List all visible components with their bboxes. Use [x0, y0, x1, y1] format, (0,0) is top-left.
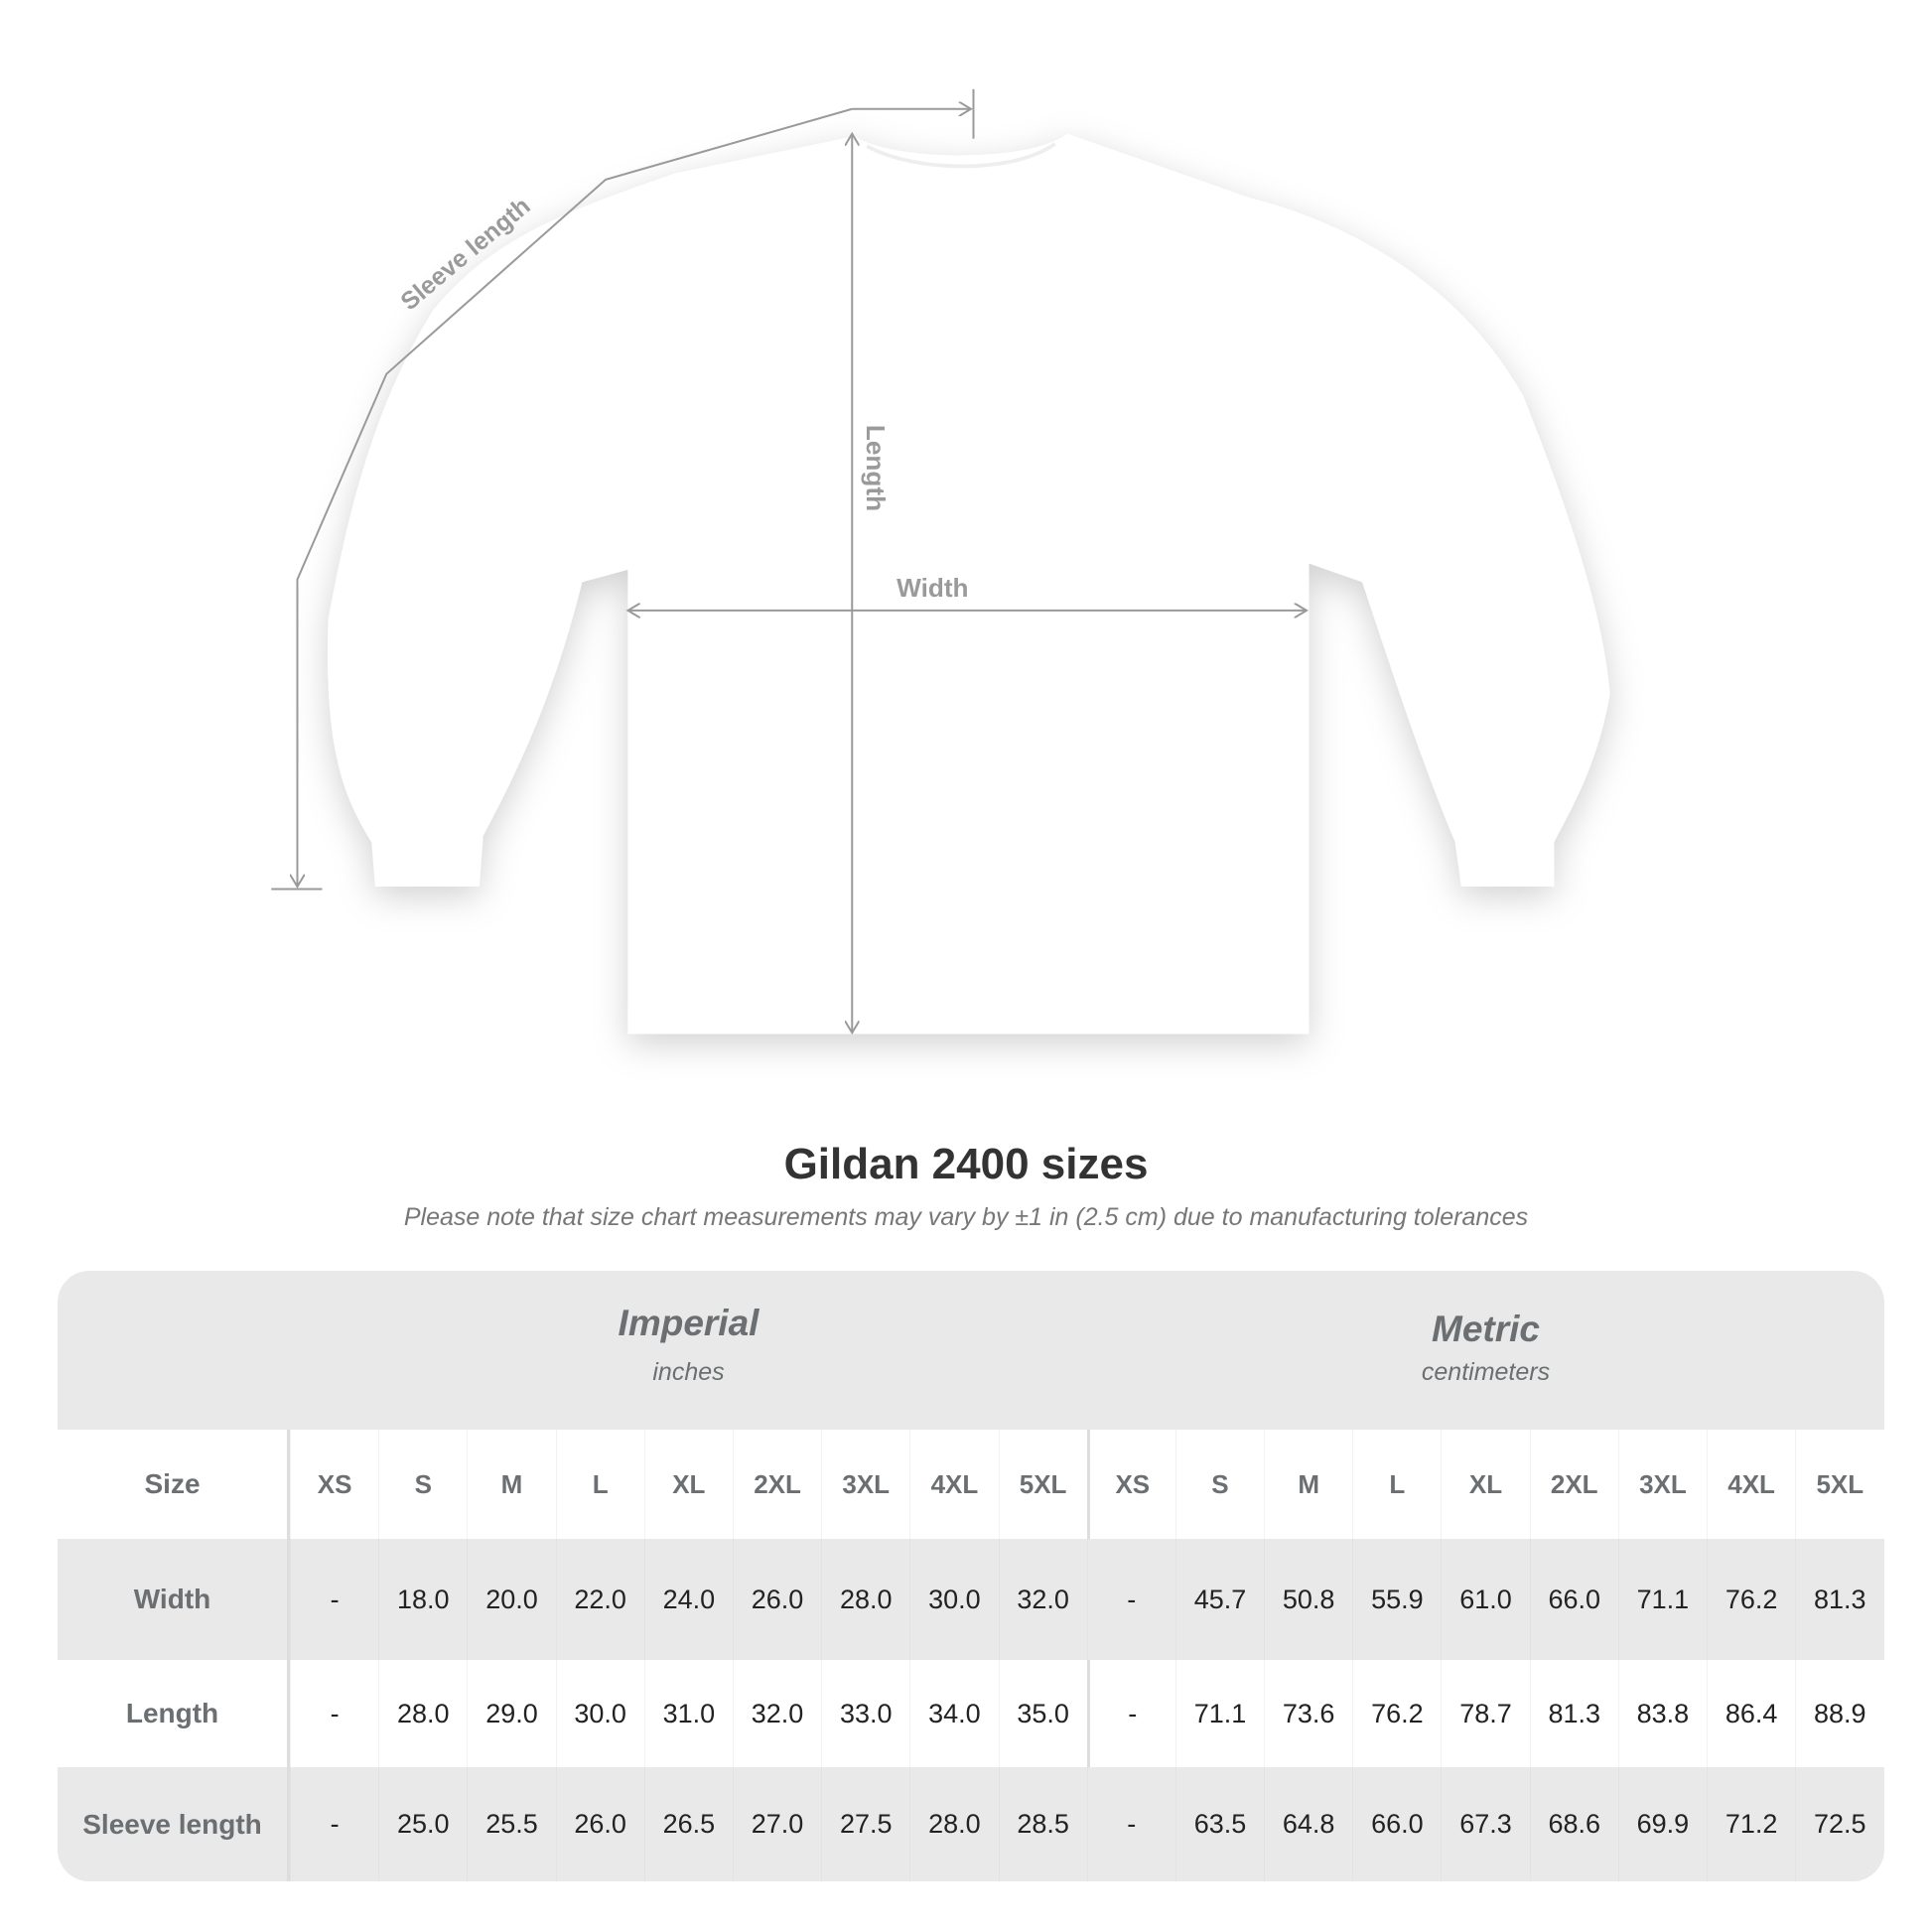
value-cell: 67.3	[1441, 1767, 1529, 1881]
table-row: Width -18.0 20.0 22.0 24.0 26.0 28.0 30.0 32.0-4…	[58, 1539, 1884, 1660]
value-cell: 22.0	[555, 1539, 644, 1660]
size-header-cell: L	[555, 1430, 644, 1539]
length-label: Length	[861, 425, 891, 511]
value-cell: 50.8	[1264, 1539, 1352, 1660]
value-cell: 64.8	[1264, 1767, 1352, 1881]
row-label: Size	[58, 1430, 290, 1539]
group-name: Imperial	[618, 1303, 759, 1343]
value-cell: 73.6	[1264, 1660, 1352, 1767]
size-header-cell: 3XL	[821, 1430, 909, 1539]
value-cell: 63.5	[1174, 1767, 1264, 1881]
size-header-cell: S	[378, 1430, 467, 1539]
value-cell: 27.5	[821, 1767, 909, 1881]
value-cell: 76.2	[1352, 1660, 1441, 1767]
tolerance-note: Please note that size chart measurements…	[403, 1203, 1529, 1231]
shirt-illustration: Sleeve length Length Width	[271, 88, 1610, 1362]
value-cell: 69.9	[1617, 1767, 1707, 1881]
value-cell: 61.0	[1441, 1539, 1529, 1660]
value-cell: 76.2	[1707, 1539, 1795, 1660]
value-cell: 78.7	[1441, 1660, 1529, 1767]
size-header-cell: 4XL	[909, 1430, 998, 1539]
value-cell: 26.5	[643, 1767, 733, 1881]
value-cell: 28.0	[909, 1767, 998, 1881]
size-header-cell: S	[1174, 1430, 1264, 1539]
table-row: Length -28.0 29.0 30.0 31.0 32.0 33.0 34.0 35.0-…	[58, 1660, 1884, 1767]
row-label: Sleeve length	[58, 1767, 290, 1881]
size-header-cell: 5XL	[998, 1430, 1087, 1539]
value-cell: 71.1	[1174, 1660, 1264, 1767]
value-cell: 66.0	[1352, 1767, 1441, 1881]
shirt	[328, 133, 1610, 1035]
size-table: Imperial inches Metric centimeters Size X…	[58, 1271, 1884, 1881]
size-header-cell: L	[1352, 1430, 1441, 1539]
page-title: Gildan 2400 sizes	[783, 1140, 1149, 1188]
value-cell: 24.0	[643, 1539, 733, 1660]
value-cell: -	[1086, 1539, 1175, 1660]
value-cell: 34.0	[909, 1660, 998, 1767]
value-cell: 86.4	[1707, 1660, 1795, 1767]
value-cell: 81.3	[1529, 1660, 1618, 1767]
size-header-cell: XS	[290, 1430, 378, 1539]
size-header-cell: XL	[643, 1430, 733, 1539]
value-cell: 28.5	[998, 1767, 1087, 1881]
group-name: Metric	[1432, 1309, 1540, 1349]
value-cell: -	[290, 1539, 378, 1660]
size-header-cell: 2XL	[732, 1430, 821, 1539]
sleeve-measure	[271, 88, 975, 891]
size-header-cell: M	[1264, 1430, 1352, 1539]
value-cell: 88.9	[1795, 1660, 1883, 1767]
group-imperial: Imperial inches	[290, 1303, 1087, 1387]
size-header-cell: 3XL	[1617, 1430, 1707, 1539]
table-row: Sleeve length -25.0 25.5 26.0 26.5 27.0 27.5 28…	[58, 1767, 1884, 1881]
width-label: Width	[897, 573, 968, 603]
value-cell: 71.2	[1707, 1767, 1795, 1881]
value-cell: 28.0	[378, 1660, 467, 1767]
value-cell: 81.3	[1795, 1539, 1883, 1660]
value-cell: 55.9	[1352, 1539, 1441, 1660]
value-cell: 18.0	[378, 1539, 467, 1660]
group-metric: Metric centimeters	[1087, 1309, 1884, 1387]
value-cell: 27.0	[732, 1767, 821, 1881]
size-header-cell: XS	[1086, 1430, 1175, 1539]
size-header-cell: XL	[1441, 1430, 1529, 1539]
value-cell: 71.1	[1617, 1539, 1707, 1660]
value-cell: 72.5	[1795, 1767, 1883, 1881]
size-header-cell: 2XL	[1529, 1430, 1618, 1539]
size-header-cell: 4XL	[1707, 1430, 1795, 1539]
value-cell: -	[290, 1767, 378, 1881]
row-label: Width	[58, 1539, 290, 1660]
value-cell: 31.0	[643, 1660, 733, 1767]
group-header	[58, 1271, 1884, 1430]
value-cell: 20.0	[467, 1539, 555, 1660]
value-cell: 28.0	[821, 1539, 909, 1660]
value-cell: 35.0	[998, 1660, 1087, 1767]
size-header-row: Size XS S M L XL 2XL 3XL 4XL 5XL XS S M L XL 2XL 3XL 4XL 5…	[58, 1430, 1884, 1539]
value-cell: 25.5	[467, 1767, 555, 1881]
value-cell: 66.0	[1529, 1539, 1618, 1660]
value-cell: 29.0	[467, 1660, 555, 1767]
value-cell: -	[290, 1660, 378, 1767]
value-cell: 83.8	[1617, 1660, 1707, 1767]
value-cell: 32.0	[998, 1539, 1087, 1660]
row-label: Length	[58, 1660, 290, 1767]
value-cell: 68.6	[1529, 1767, 1618, 1881]
group-unit: centimeters	[1421, 1358, 1551, 1386]
value-cell: 25.0	[378, 1767, 467, 1881]
value-cell: 33.0	[821, 1660, 909, 1767]
value-cell: 30.0	[555, 1660, 644, 1767]
value-cell: -	[1086, 1660, 1175, 1767]
size-header-cell: M	[467, 1430, 555, 1539]
value-cell: -	[1086, 1767, 1175, 1881]
value-cell: 26.0	[732, 1539, 821, 1660]
value-cell: 32.0	[732, 1660, 821, 1767]
value-cell: 30.0	[909, 1539, 998, 1660]
value-cell: 45.7	[1174, 1539, 1264, 1660]
value-cell: 26.0	[555, 1767, 644, 1881]
size-header-cell: 5XL	[1795, 1430, 1883, 1539]
group-unit: inches	[652, 1358, 725, 1386]
